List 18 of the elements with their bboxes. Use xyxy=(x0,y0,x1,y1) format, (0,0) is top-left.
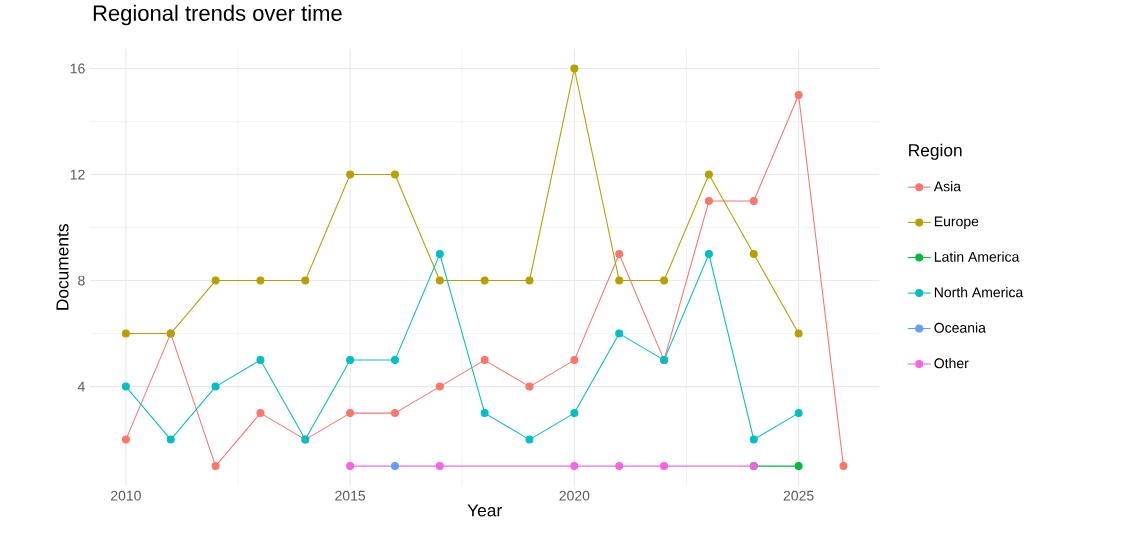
x-axis-title: Year xyxy=(467,504,502,517)
y-tick-label: 4 xyxy=(77,381,85,392)
legend-label: Asia xyxy=(933,181,961,192)
y-axis-title: Documents xyxy=(56,224,69,310)
legend-label: Latin America xyxy=(934,251,1020,262)
legend-title: Region xyxy=(909,143,962,160)
legend-label: Europe xyxy=(934,216,979,230)
x-tick-label: 2015 xyxy=(335,490,366,501)
y-tick-label: 16 xyxy=(70,63,85,74)
x-tick-label: 2020 xyxy=(559,490,590,501)
legend-label: Other xyxy=(934,357,969,369)
y-tick-label: 12 xyxy=(70,169,85,180)
x-tick-label: 2025 xyxy=(783,490,814,501)
legend-label: Oceania xyxy=(934,322,986,333)
x-tick-label: 2010 xyxy=(111,490,141,501)
chart-title: Regional trends over time xyxy=(93,4,342,26)
legend-label: North America xyxy=(934,287,1024,298)
y-tick-label: 8 xyxy=(78,275,85,286)
